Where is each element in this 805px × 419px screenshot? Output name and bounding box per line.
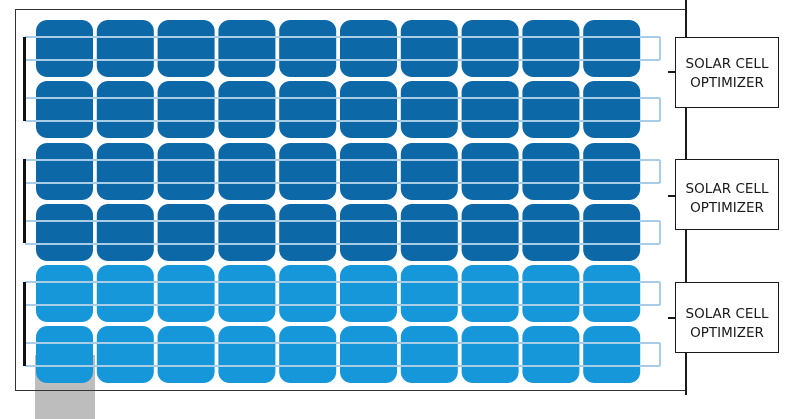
optimizer-3: SOLAR CELL OPTIMIZER	[675, 282, 779, 353]
solar-cell	[96, 265, 154, 322]
solar-cell	[279, 143, 337, 200]
solar-cell	[36, 20, 93, 77]
solar-cell	[583, 20, 641, 77]
optimizer-label-line1: SOLAR CELL	[686, 181, 769, 197]
cell-ribbons	[25, 36, 661, 367]
solar-cell	[157, 204, 215, 261]
bus-bar-1	[23, 37, 26, 121]
bus-bar-3	[23, 282, 26, 366]
solar-cell	[218, 81, 276, 138]
solar-cell	[400, 81, 458, 138]
solar-cell	[461, 265, 519, 322]
solar-cell	[96, 204, 154, 261]
solar-cell	[279, 326, 337, 383]
solar-cell	[583, 326, 641, 383]
optimizer-label-line1: SOLAR CELL	[686, 56, 769, 72]
solar-cell	[400, 265, 458, 322]
optimizer-box	[675, 159, 779, 230]
solar-cell	[279, 20, 337, 77]
optimizer-box	[675, 37, 779, 108]
solar-cell	[400, 143, 458, 200]
solar-cell	[218, 326, 276, 383]
left-bus-bars	[23, 37, 26, 366]
solar-cell	[461, 204, 519, 261]
solar-cell	[461, 81, 519, 138]
optimizer-label-line2: OPTIMIZER	[690, 75, 764, 91]
solar-cell	[279, 81, 337, 138]
solar-cell	[522, 81, 580, 138]
solar-cell	[157, 265, 215, 322]
optimizer-1: SOLAR CELL OPTIMIZER	[675, 37, 779, 108]
solar-cell	[461, 143, 519, 200]
solar-cell	[400, 204, 458, 261]
solar-cell	[218, 143, 276, 200]
solar-cell	[522, 326, 580, 383]
solar-cell	[218, 265, 276, 322]
solar-cell	[583, 204, 641, 261]
solar-cell	[340, 20, 397, 77]
solar-cell-grid	[36, 20, 641, 383]
solar-cell	[36, 326, 93, 383]
solar-cell	[96, 326, 154, 383]
optimizer-2: SOLAR CELL OPTIMIZER	[675, 159, 779, 230]
solar-cell	[340, 81, 397, 138]
solar-cell	[36, 265, 93, 322]
solar-cell	[340, 326, 397, 383]
solar-cell	[157, 81, 215, 138]
optimizer-label-line2: OPTIMIZER	[690, 325, 764, 341]
solar-cell	[157, 326, 215, 383]
solar-cell	[583, 143, 641, 200]
optimizer-label-line2: OPTIMIZER	[690, 200, 764, 216]
bus-bar-2	[23, 159, 26, 243]
solar-cell	[36, 204, 93, 261]
solar-cell	[218, 20, 276, 77]
solar-cell	[340, 204, 397, 261]
solar-cell	[157, 20, 215, 77]
solar-cell	[36, 81, 93, 138]
solar-cell	[522, 204, 580, 261]
solar-cell	[340, 265, 397, 322]
solar-cell	[157, 143, 215, 200]
solar-cell	[36, 143, 93, 200]
solar-cell	[522, 20, 580, 77]
solar-cell	[218, 204, 276, 261]
solar-cell	[461, 326, 519, 383]
solar-cell	[461, 20, 519, 77]
solar-cell	[400, 326, 458, 383]
solar-cell	[400, 20, 458, 77]
solar-cell	[96, 81, 154, 138]
solar-cell	[279, 204, 337, 261]
solar-cell	[583, 81, 641, 138]
solar-cell	[522, 265, 580, 322]
optimizer-box	[675, 282, 779, 353]
solar-cell	[583, 265, 641, 322]
solar-cell	[279, 265, 337, 322]
solar-cell	[96, 20, 154, 77]
optimizer-label-line1: SOLAR CELL	[686, 306, 769, 322]
solar-cell	[522, 143, 580, 200]
solar-cell	[340, 143, 397, 200]
solar-cell	[96, 143, 154, 200]
